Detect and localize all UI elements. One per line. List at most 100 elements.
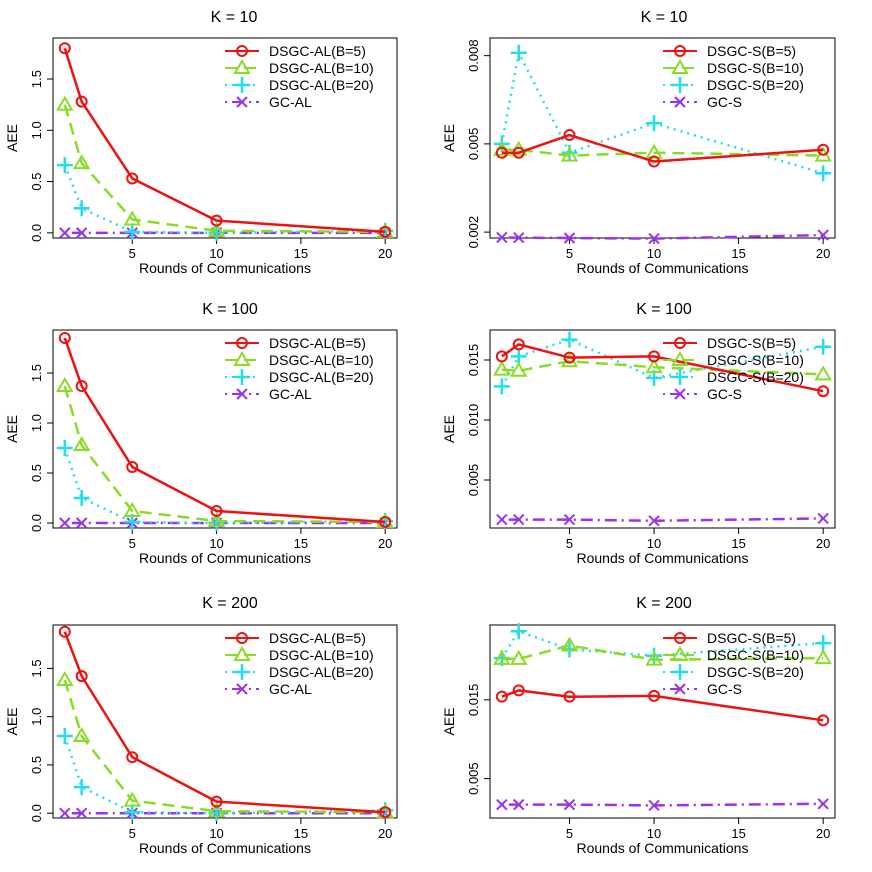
y-tick-label: 0.010 — [466, 404, 481, 437]
legend-marker — [672, 369, 688, 385]
series-line — [501, 233, 824, 240]
legend-entry: DSGC-S(B=20) — [707, 664, 804, 680]
data-point — [510, 623, 527, 640]
data-point — [645, 650, 663, 666]
plot-frame — [52, 37, 398, 239]
data-point — [648, 689, 661, 702]
data-point — [496, 513, 508, 526]
data-point — [648, 155, 661, 168]
data-point — [648, 515, 660, 527]
data-point — [648, 799, 660, 812]
y-tick-label: 0.5 — [29, 464, 44, 482]
series-line — [63, 631, 386, 814]
data-point — [75, 517, 88, 529]
y-tick-label: 0.015 — [466, 344, 481, 377]
data-point — [512, 338, 525, 351]
x-axis-label: Rounds of Communications — [139, 550, 311, 566]
data-point — [493, 378, 510, 395]
series-GC-S — [496, 798, 829, 812]
series-DSGC-AL(B=10) — [56, 95, 394, 238]
legend-entry: DSGC-S(B=5) — [707, 43, 796, 59]
data-point — [59, 517, 71, 529]
legend-marker — [674, 388, 686, 400]
series-DSGC-S(B=5) — [495, 684, 830, 727]
legend-entry: DSGC-S(B=5) — [707, 630, 796, 646]
data-point — [58, 625, 71, 638]
y-tick-label: 0.0 — [29, 804, 44, 822]
series-DSGC-S(B=5) — [495, 338, 830, 398]
series-DSGC-AL(B=10) — [56, 671, 394, 819]
x-tick-label: 10 — [647, 536, 661, 551]
series-GC-S — [496, 229, 829, 245]
series-line — [501, 517, 824, 523]
data-point — [207, 221, 226, 237]
y-tick-label: 1.0 — [29, 708, 44, 726]
data-point — [648, 350, 661, 363]
legend-entry: DSGC-AL(B=10) — [269, 60, 374, 76]
data-point — [645, 358, 663, 374]
data-point — [814, 649, 832, 665]
data-point — [563, 513, 576, 526]
x-axis-label: Rounds of Communications — [577, 550, 749, 566]
series-line — [501, 802, 824, 807]
data-point — [75, 95, 88, 108]
legend-entry: DSGC-S(B=10) — [707, 60, 804, 76]
data-point — [58, 332, 71, 344]
legend-marker — [671, 646, 689, 661]
y-tick-label: 0.002 — [466, 216, 481, 249]
legend-marker — [236, 96, 248, 108]
data-point — [58, 42, 71, 55]
data-point — [75, 807, 88, 819]
series-line — [63, 385, 386, 524]
data-point — [379, 225, 392, 238]
data-point — [56, 157, 73, 174]
data-point — [496, 231, 508, 244]
y-axis-label: AEE — [4, 707, 20, 735]
series-DSGC-S(B=10) — [493, 352, 832, 381]
plot-frame — [52, 624, 398, 819]
x-tick-label: 20 — [378, 826, 392, 841]
data-point — [123, 502, 141, 517]
y-axis-label: AEE — [4, 415, 20, 443]
data-point — [512, 146, 525, 159]
x-tick-label: 5 — [129, 536, 136, 551]
y-axis-label: AEE — [4, 124, 20, 152]
series-line — [63, 164, 386, 235]
series-line — [501, 644, 824, 661]
legend-entry: GC-AL — [269, 94, 312, 110]
data-point — [379, 516, 392, 528]
panel-title: K = 100 — [636, 301, 692, 318]
y-tick-label: 0.0 — [29, 224, 44, 242]
data-point — [210, 795, 223, 808]
legend-entry: DSGC-AL(B=10) — [269, 647, 374, 663]
data-point — [817, 229, 829, 241]
data-point — [75, 670, 88, 683]
x-tick-label: 5 — [129, 826, 136, 841]
data-point — [817, 714, 830, 727]
data-point — [75, 227, 88, 239]
y-tick-label: 1.5 — [29, 70, 44, 88]
legend-entry: DSGC-AL(B=5) — [269, 630, 366, 646]
legend-entry: DSGC-AL(B=5) — [269, 335, 366, 351]
x-tick-label: 15 — [294, 826, 308, 841]
legend-marker — [672, 664, 688, 680]
data-point — [379, 806, 392, 819]
panel-title: K = 10 — [641, 9, 688, 26]
data-point — [815, 635, 832, 652]
x-tick-label: 15 — [731, 246, 745, 261]
y-tick-label: 0.005 — [466, 464, 481, 497]
legend-entry: GC-S — [707, 386, 742, 402]
series-line — [63, 679, 386, 814]
data-point — [513, 513, 525, 526]
x-tick-label: 15 — [294, 536, 308, 551]
legend-marker — [234, 664, 250, 680]
data-point — [73, 779, 90, 796]
data-point — [56, 95, 74, 111]
y-tick-label: 0.005 — [466, 128, 481, 161]
data-point — [648, 232, 660, 245]
series-line — [63, 104, 386, 234]
x-tick-label: 20 — [816, 826, 830, 841]
legend-marker — [236, 45, 248, 57]
legend-entry: DSGC-AL(B=10) — [269, 352, 374, 368]
legend-marker — [234, 369, 250, 385]
